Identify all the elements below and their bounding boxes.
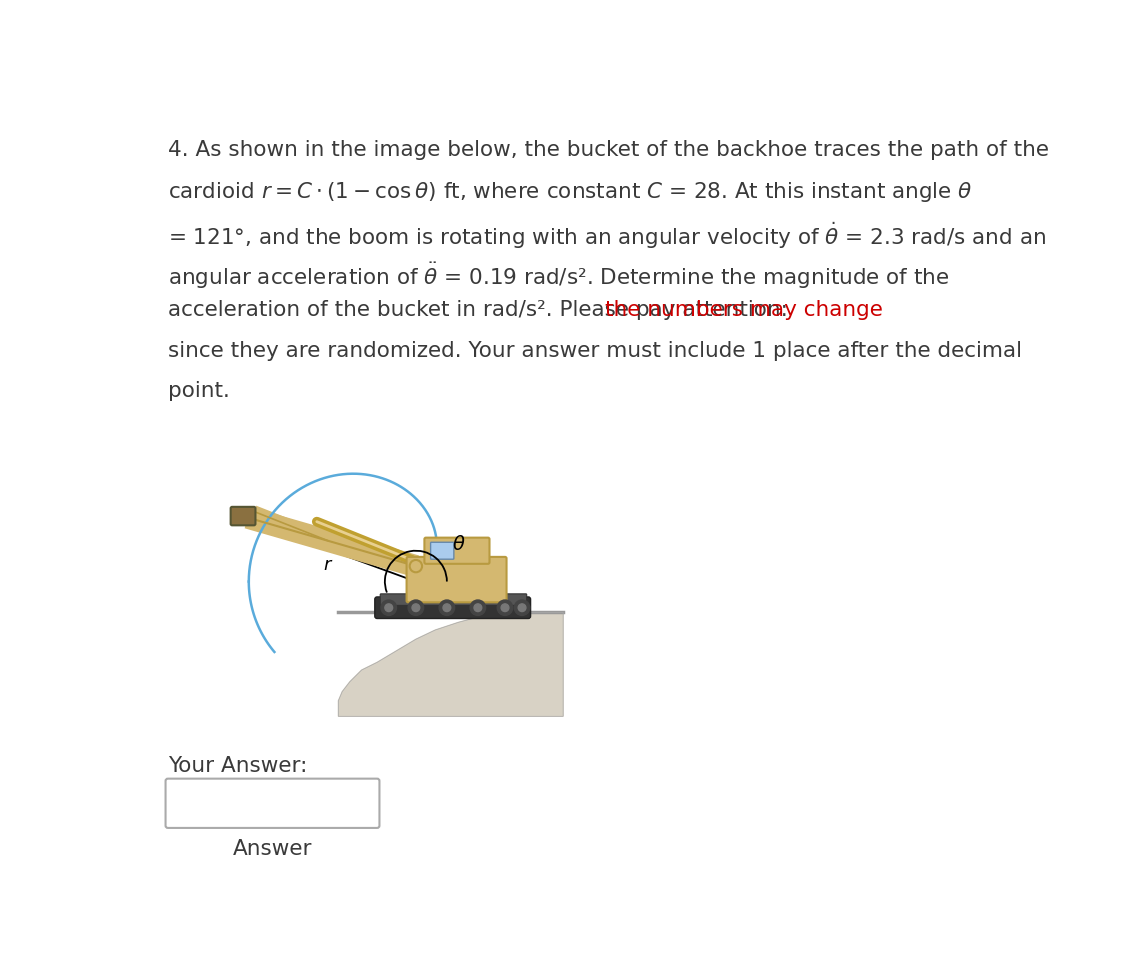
- Text: $\theta$: $\theta$: [452, 535, 465, 554]
- FancyBboxPatch shape: [430, 543, 454, 559]
- FancyBboxPatch shape: [166, 779, 379, 828]
- Circle shape: [408, 600, 423, 615]
- Text: Your Answer:: Your Answer:: [168, 757, 307, 776]
- Circle shape: [412, 603, 420, 611]
- Circle shape: [443, 603, 450, 611]
- Text: since they are randomized. Your answer must include 1 place after the decimal: since they are randomized. Your answer m…: [168, 340, 1022, 361]
- Circle shape: [498, 600, 512, 615]
- Circle shape: [471, 600, 485, 615]
- Text: angular acceleration of $\ddot{\theta}$ = 0.19 rad/s². Determine the magnitude o: angular acceleration of $\ddot{\theta}$ …: [168, 260, 949, 291]
- Text: = 121°, and the boom is rotating with an angular velocity of $\dot{\theta}$ = 2.: = 121°, and the boom is rotating with an…: [168, 221, 1046, 252]
- Circle shape: [518, 603, 526, 611]
- Circle shape: [410, 560, 422, 573]
- Circle shape: [474, 603, 482, 611]
- Circle shape: [515, 600, 530, 615]
- FancyBboxPatch shape: [381, 594, 527, 605]
- Circle shape: [439, 600, 455, 615]
- Text: 4. As shown in the image below, the bucket of the backhoe traces the path of the: 4. As shown in the image below, the buck…: [168, 141, 1049, 160]
- FancyBboxPatch shape: [231, 507, 256, 525]
- Circle shape: [501, 603, 509, 611]
- Circle shape: [381, 600, 396, 615]
- Text: point.: point.: [168, 381, 230, 401]
- Text: cardioid $r = C \cdot (1 - \cos\theta)$ ft, where constant $C$ = 28. At this ins: cardioid $r = C \cdot (1 - \cos\theta)$ …: [168, 180, 973, 204]
- Text: acceleration of the bucket in rad/s². Please pay attention:: acceleration of the bucket in rad/s². Pl…: [168, 301, 795, 320]
- Text: r: r: [324, 555, 331, 574]
- Polygon shape: [339, 612, 563, 716]
- Text: the numbers may change: the numbers may change: [605, 301, 883, 320]
- Circle shape: [385, 603, 393, 611]
- FancyBboxPatch shape: [425, 538, 490, 564]
- FancyBboxPatch shape: [375, 597, 530, 619]
- Text: Answer: Answer: [233, 839, 312, 859]
- FancyBboxPatch shape: [406, 557, 507, 602]
